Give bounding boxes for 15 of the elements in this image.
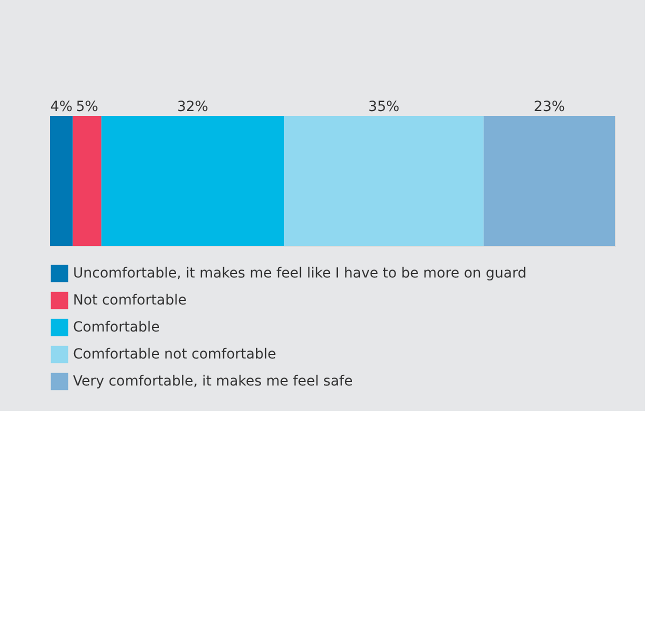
legend-label: Uncomfortable, it makes me feel like I have to be more on guard — [73, 266, 526, 282]
bar — [484, 116, 615, 246]
bar — [101, 116, 284, 246]
data-label: 32% — [177, 99, 208, 115]
data-label: 23% — [534, 99, 565, 115]
bar — [50, 116, 73, 246]
data-label: 4% — [50, 99, 73, 115]
data-label: 35% — [368, 99, 400, 115]
bar — [72, 116, 102, 246]
legend-label: Very comfortable, it makes me feel safe — [73, 374, 353, 390]
data-label: 5% — [76, 99, 98, 115]
legend-label: Comfortable not comfortable — [73, 346, 276, 362]
legend-label: Comfortable — [73, 320, 160, 336]
bar — [284, 116, 484, 246]
legend-label: Not comfortable — [73, 292, 187, 308]
